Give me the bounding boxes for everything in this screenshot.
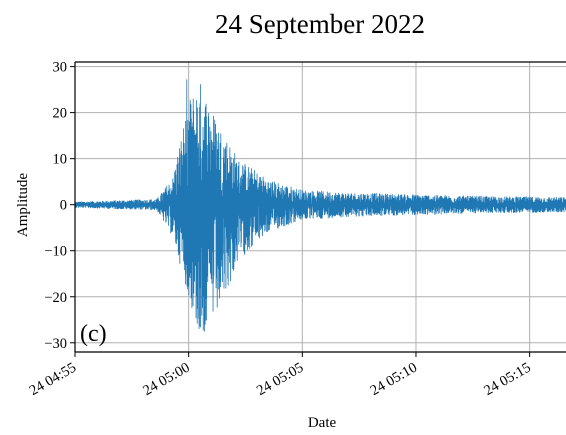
y-tick-label: −20 — [44, 290, 67, 306]
y-tick-label: −10 — [44, 244, 67, 260]
y-tick-label: 0 — [60, 198, 67, 214]
x-tick-label: 24 04:55 — [27, 360, 79, 399]
y-tick-label: 20 — [53, 106, 68, 122]
axes — [74, 61, 566, 353]
x-axis-label: Date — [308, 415, 337, 431]
series-layer — [74, 79, 566, 332]
y-axis-label: Amplitude — [15, 173, 31, 238]
y-tick-label: 10 — [53, 152, 68, 168]
x-ticks: 24 04:55 24 05:00 24 05:05 24 05:10 24 05:15 — [27, 352, 534, 399]
x-tick-label: 24 05:05 — [254, 360, 306, 399]
y-ticks: 30 20 10 0 −10 −20 −30 — [44, 60, 75, 352]
y-tick-label: −30 — [44, 336, 67, 352]
amplitude-trace — [74, 79, 566, 332]
panel-label: (c) — [80, 321, 107, 347]
x-tick-label: 24 05:00 — [140, 360, 192, 399]
y-tick-label: 30 — [53, 60, 68, 76]
x-tick-label: 24 05:10 — [368, 360, 420, 399]
x-tick-label: 24 05:15 — [481, 360, 533, 399]
chart-title: 24 September 2022 — [215, 9, 425, 39]
